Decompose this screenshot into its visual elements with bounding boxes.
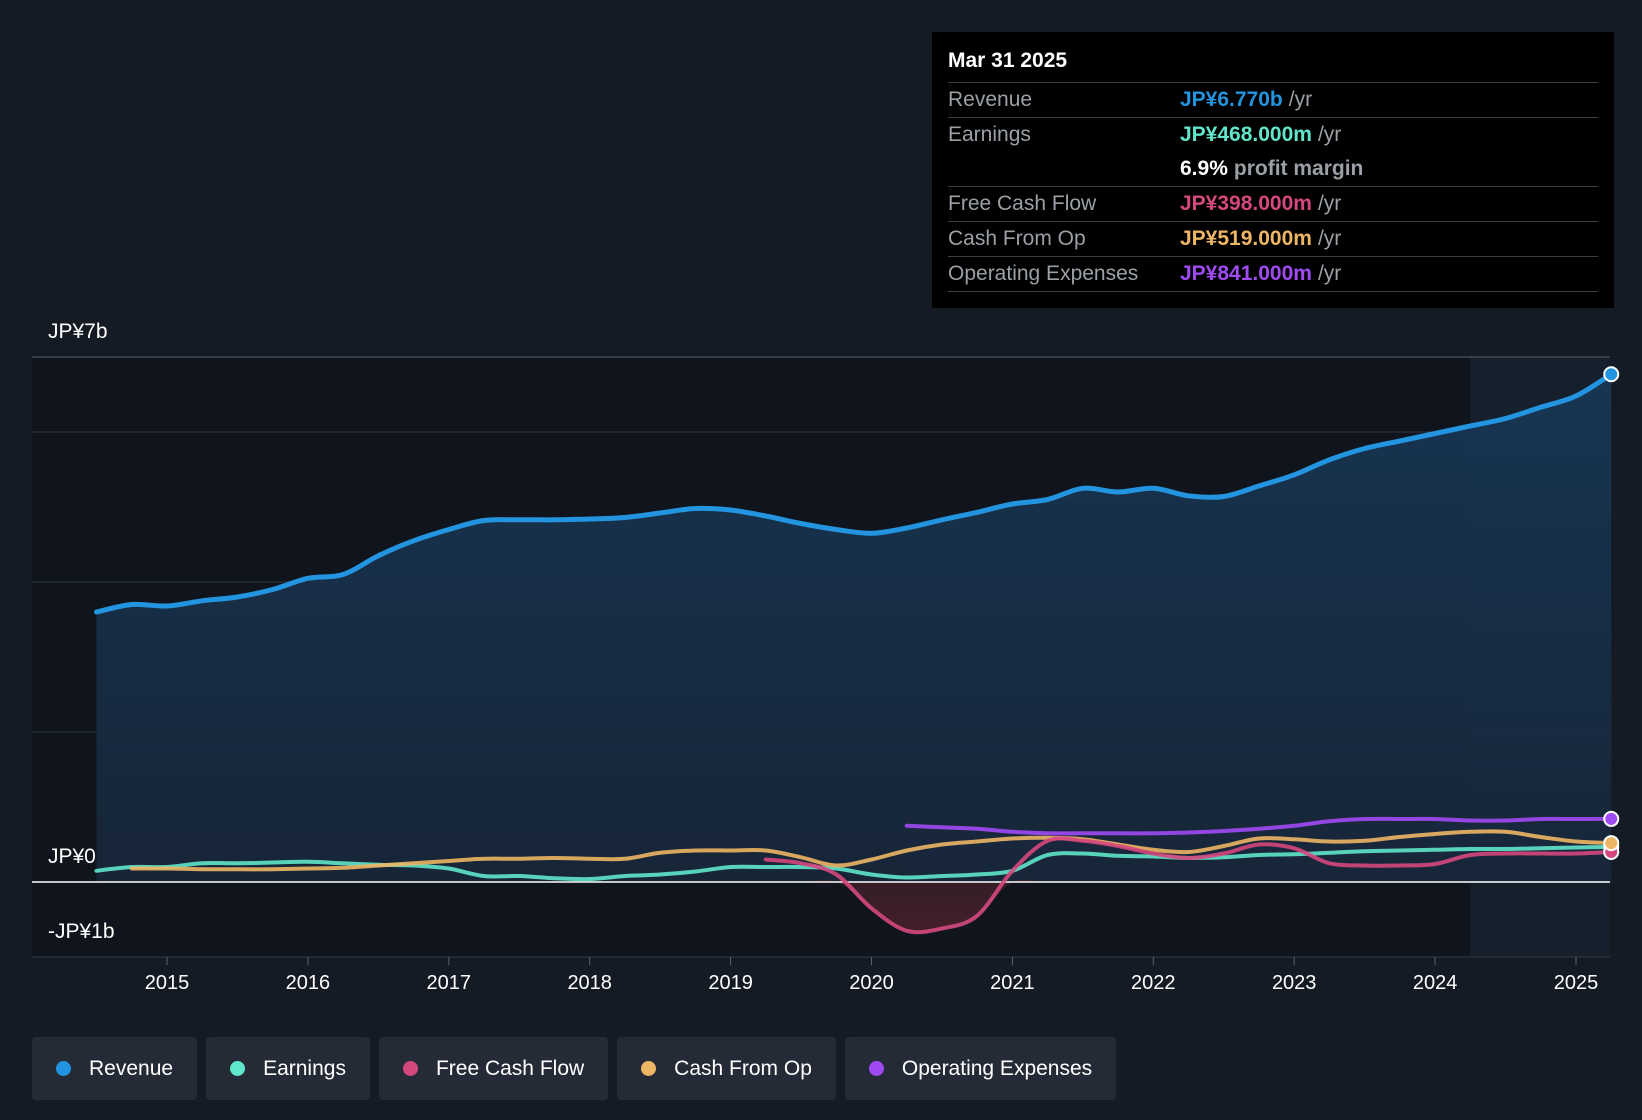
x-tick-label: 2019 xyxy=(708,972,753,994)
free-cash-flow-line xyxy=(763,836,1614,935)
x-tick-label: 2020 xyxy=(849,972,894,994)
legend-item-cash-from-op[interactable]: Cash From Op xyxy=(617,1037,836,1100)
tooltip-label xyxy=(948,152,1180,186)
tooltip-row-earnings: Earnings JP¥468.000m /yr xyxy=(948,118,1598,152)
y-axis-top-label: JP¥7b xyxy=(48,320,108,343)
tooltip-label: Revenue xyxy=(948,88,1033,111)
revenue-area xyxy=(96,374,1612,882)
tooltip-date: Mar 31 2025 xyxy=(948,46,1598,83)
legend-item-earnings[interactable]: Earnings xyxy=(206,1037,370,1100)
x-tick-label: 2024 xyxy=(1413,972,1458,994)
operating-expenses-dot-icon xyxy=(868,1061,884,1076)
tooltip-row-profit-margin: 6.9% profit margin xyxy=(948,152,1598,187)
legend-label: Earnings xyxy=(263,1056,346,1080)
x-tick-label: 2022 xyxy=(1131,972,1176,994)
legend-label: Revenue xyxy=(89,1056,174,1080)
x-tick-label: 2016 xyxy=(286,972,331,994)
tooltip-unit: /yr xyxy=(1317,123,1342,146)
revenue-dot-icon xyxy=(56,1061,71,1076)
tooltip-value: JP¥841.000m xyxy=(1180,262,1312,285)
tooltip: Mar 31 2025 Revenue JP¥6.770b /yr Earnin… xyxy=(932,32,1614,308)
revenue-line xyxy=(94,371,1614,615)
tooltip-value: JP¥468.000m xyxy=(1180,123,1312,146)
legend-label: Operating Expenses xyxy=(901,1056,1093,1080)
tooltip-row-cash-from-op: Cash From Op JP¥519.000m /yr xyxy=(948,222,1598,257)
earnings-dot-icon xyxy=(230,1061,246,1076)
x-tick-label: 2017 xyxy=(427,972,472,994)
tooltip-value: JP¥6.770b xyxy=(1180,88,1283,111)
tooltip-label: Operating Expenses xyxy=(948,262,1139,285)
tooltip-value: JP¥519.000m xyxy=(1180,227,1312,250)
tooltip-unit: /yr xyxy=(1317,192,1342,215)
x-tick-label: 2015 xyxy=(145,972,190,994)
legend-item-operating-expenses[interactable]: Operating Expenses xyxy=(844,1037,1117,1100)
tooltip-value: JP¥398.000m xyxy=(1180,192,1312,215)
x-tick-label: 2021 xyxy=(990,972,1035,994)
tooltip-label: Cash From Op xyxy=(948,227,1086,250)
x-tick-label: 2018 xyxy=(567,972,612,994)
operating-expenses-end-point xyxy=(1603,810,1620,827)
cash-from-op-end-point xyxy=(1603,835,1620,852)
tooltip-label: Earnings xyxy=(948,123,1031,146)
legend-label: Free Cash Flow xyxy=(435,1056,585,1080)
y-axis-bottom-label: -JP¥1b xyxy=(48,920,115,943)
tooltip-value: 6.9% xyxy=(1180,157,1228,180)
cash-from-op-dot-icon xyxy=(641,1061,657,1076)
legend-item-free-cash-flow[interactable]: Free Cash Flow xyxy=(378,1037,609,1100)
x-tick-label: 2025 xyxy=(1554,972,1599,994)
tooltip-row-revenue: Revenue JP¥6.770b /yr xyxy=(948,83,1598,118)
legend-item-revenue[interactable]: Revenue xyxy=(32,1037,198,1100)
tooltip-unit: profit margin xyxy=(1233,157,1364,180)
revenue-end-point xyxy=(1603,366,1620,383)
operating-expenses-line xyxy=(904,816,1614,836)
tooltip-unit: /yr xyxy=(1317,262,1342,285)
legend-label: Cash From Op xyxy=(674,1056,812,1080)
free-cash-flow-dot-icon xyxy=(402,1061,418,1076)
tooltip-row-operating-expenses: Operating Expenses JP¥841.000m /yr xyxy=(948,257,1598,292)
legend: Revenue Earnings Free Cash Flow Cash Fro… xyxy=(32,1037,1117,1100)
x-tick-label: 2023 xyxy=(1272,972,1317,994)
earnings-line xyxy=(94,844,1614,882)
cash-from-op-line xyxy=(129,829,1614,872)
free-cash-flow-negative-area xyxy=(765,879,1612,933)
tooltip-unit: /yr xyxy=(1317,227,1342,250)
tooltip-label: Free Cash Flow xyxy=(948,192,1097,215)
tooltip-row-free-cash-flow: Free Cash Flow JP¥398.000m /yr xyxy=(948,187,1598,222)
y-axis-zero-label: JP¥0 xyxy=(48,845,96,868)
tooltip-unit: /yr xyxy=(1288,88,1313,111)
